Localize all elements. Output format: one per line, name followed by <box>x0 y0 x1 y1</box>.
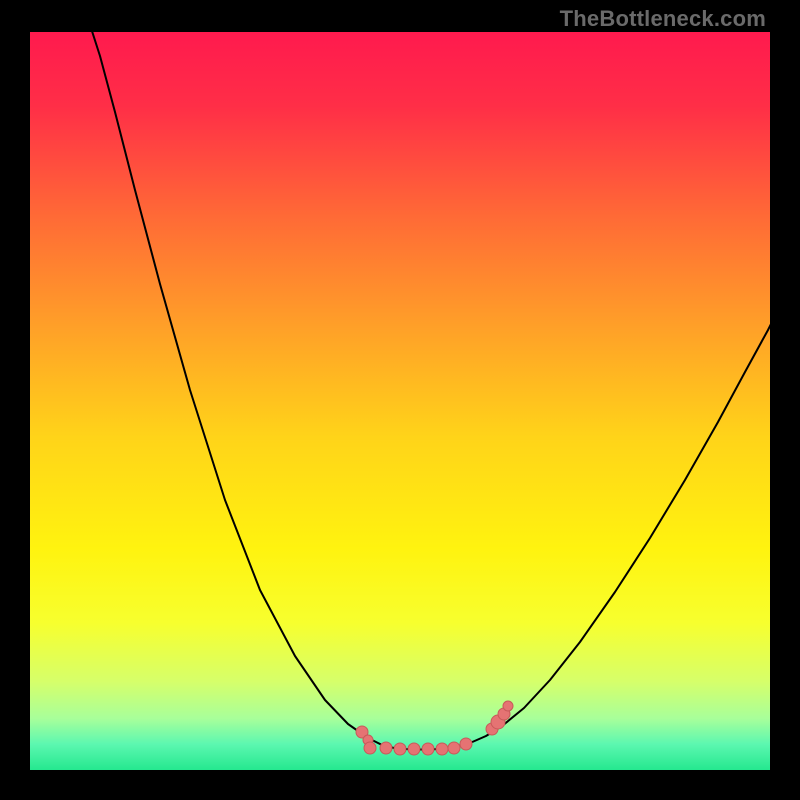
chart-frame: TheBottleneck.com <box>0 0 800 800</box>
marker-point <box>436 743 448 755</box>
marker-point <box>380 742 392 754</box>
marker-point <box>408 743 420 755</box>
chart-svg <box>30 32 770 770</box>
marker-point <box>422 743 434 755</box>
marker-point <box>364 742 376 754</box>
gradient-background <box>30 32 770 770</box>
marker-point <box>394 743 406 755</box>
marker-point <box>460 738 472 750</box>
watermark-text: TheBottleneck.com <box>560 6 766 32</box>
plot-area <box>30 32 770 770</box>
marker-point <box>448 742 460 754</box>
marker-point <box>503 701 513 711</box>
